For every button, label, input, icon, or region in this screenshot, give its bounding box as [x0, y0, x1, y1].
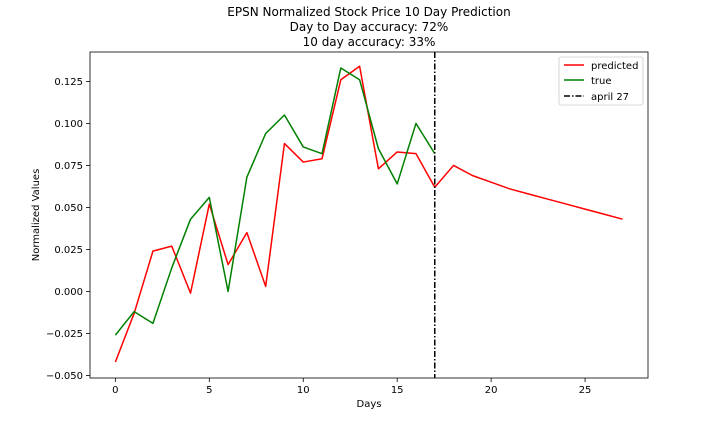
x-tick-label: 0	[112, 385, 118, 396]
x-tick-label: 20	[485, 385, 498, 396]
y-tick-label: −0.025	[46, 329, 83, 340]
y-axis-ticks: −0.050 −0.025 0.000 0.025 0.050 0.075 0.100 0.1…	[46, 77, 90, 382]
legend-box	[558, 56, 644, 106]
chart-title-line-2: Day to Day accuracy: 72%	[290, 20, 449, 34]
legend-label-predicted: predicted	[591, 61, 638, 72]
chart-title-line-3: 10 day accuracy: 33%	[303, 35, 436, 49]
x-tick-label: 10	[297, 385, 310, 396]
x-tick-label: 25	[579, 385, 592, 396]
y-axis-label: Normalized Values	[31, 169, 42, 262]
plot-frame	[89, 51, 649, 379]
y-tick-label: 0.100	[54, 119, 83, 130]
y-tick-label: 0.125	[54, 77, 83, 88]
x-axis-ticks: 0 5 10 15 20 25	[112, 378, 591, 396]
legend-label-true: true	[591, 76, 612, 87]
x-axis-label: Days	[357, 399, 382, 410]
y-tick-label: 0.025	[54, 245, 83, 256]
legend: predicted true april 27	[558, 56, 644, 106]
legend-label-april-27: april 27	[591, 92, 629, 103]
x-tick-label: 5	[206, 385, 212, 396]
y-tick-label: −0.050	[46, 371, 83, 382]
x-tick-label: 15	[391, 385, 404, 396]
chart-title: EPSN Normalized Stock Price 10 Day Predi…	[227, 5, 510, 49]
y-tick-label: 0.000	[54, 287, 83, 298]
y-tick-label: 0.075	[54, 161, 83, 172]
chart-title-line-1: EPSN Normalized Stock Price 10 Day Predi…	[227, 5, 510, 19]
series-line-true	[114, 67, 436, 336]
y-tick-label: 0.050	[54, 203, 83, 214]
series-line-predicted	[114, 65, 623, 363]
plot-lines	[114, 52, 623, 378]
